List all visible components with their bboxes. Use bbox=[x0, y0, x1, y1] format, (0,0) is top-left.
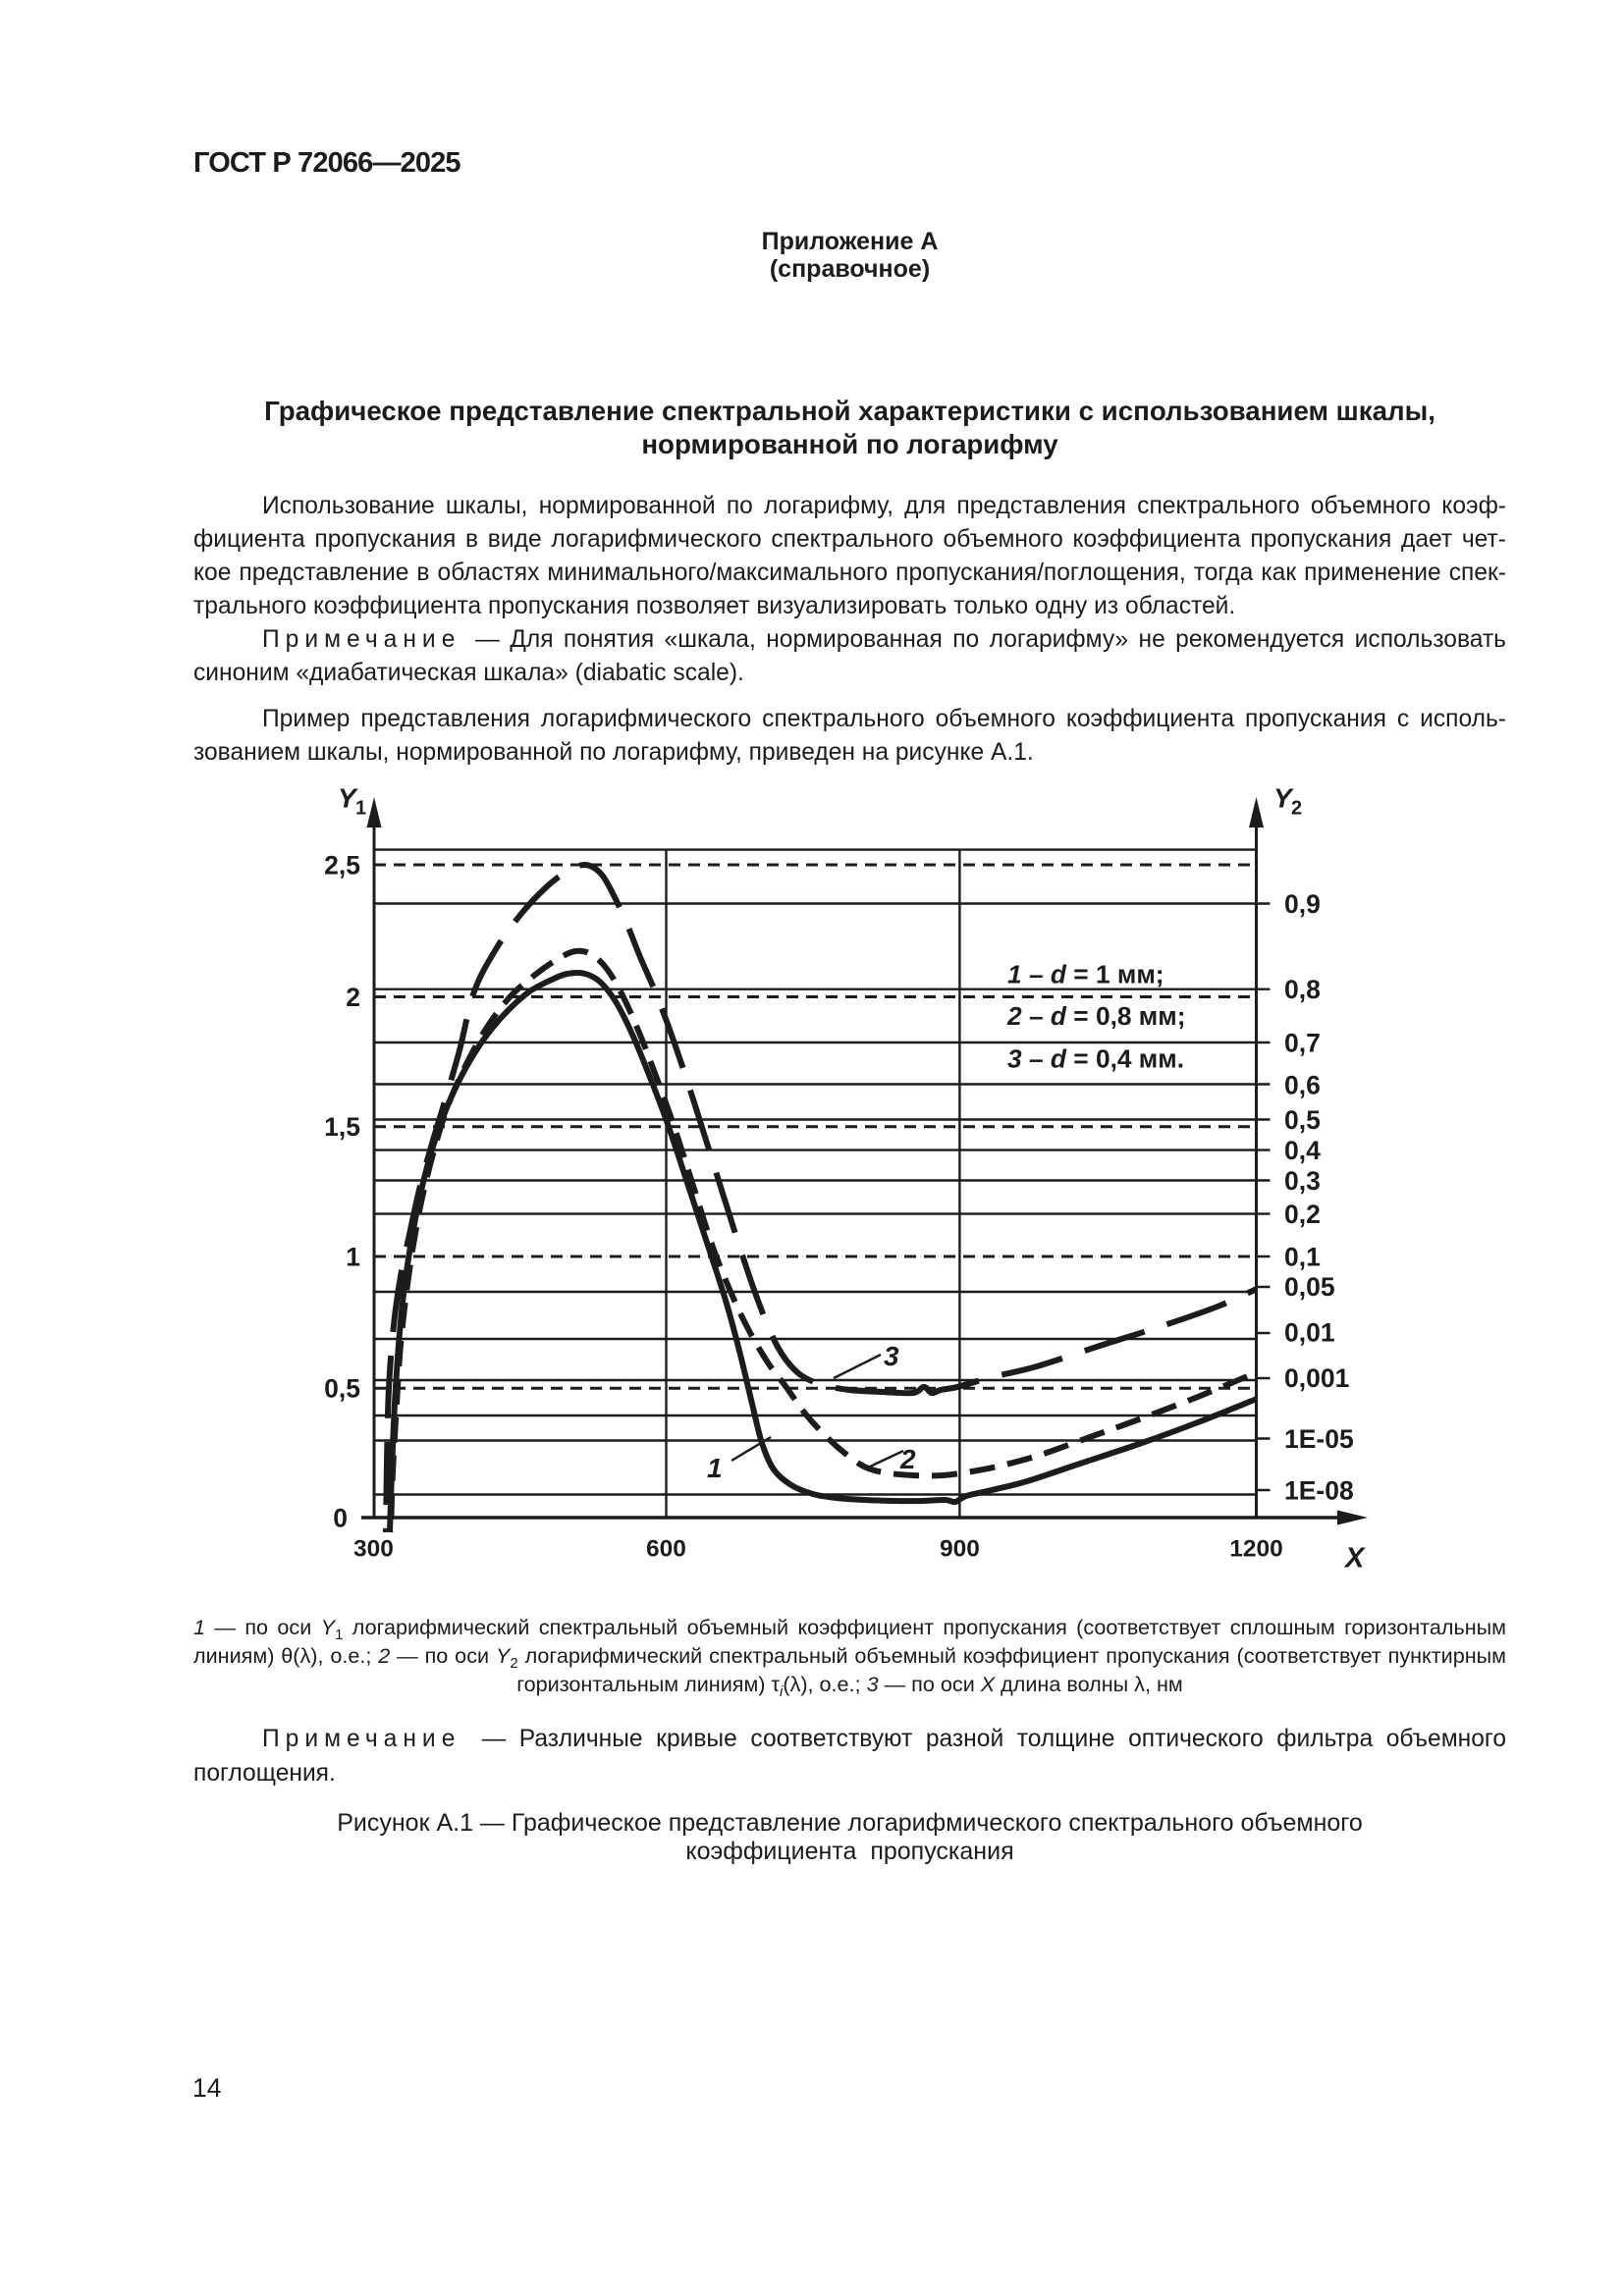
svg-text:900: 900 bbox=[940, 1535, 980, 1562]
svg-text:1E-05: 1E-05 bbox=[1284, 1424, 1354, 1454]
svg-text:0,001: 0,001 bbox=[1284, 1363, 1349, 1393]
svg-text:0: 0 bbox=[333, 1503, 348, 1532]
svg-text:2,5: 2,5 bbox=[324, 850, 360, 880]
svg-text:0,3: 0,3 bbox=[1284, 1166, 1321, 1196]
svg-text:1,5: 1,5 bbox=[324, 1112, 360, 1142]
svg-text:0,6: 0,6 bbox=[1284, 1070, 1321, 1099]
svg-text:0,01: 0,01 bbox=[1284, 1318, 1335, 1348]
svg-text:0,2: 0,2 bbox=[1284, 1200, 1321, 1229]
svg-text:Y: Y bbox=[338, 783, 358, 814]
svg-text:0,1: 0,1 bbox=[1284, 1242, 1321, 1271]
svg-text:0,5: 0,5 bbox=[1284, 1105, 1321, 1135]
svg-text:0,05: 0,05 bbox=[1284, 1272, 1335, 1302]
svg-text:0,9: 0,9 bbox=[1284, 889, 1321, 919]
svg-text:1200: 1200 bbox=[1229, 1535, 1283, 1562]
svg-text:1: 1 bbox=[707, 1453, 723, 1483]
svg-text:0,4: 0,4 bbox=[1284, 1136, 1321, 1165]
svg-text:600: 600 bbox=[646, 1535, 686, 1562]
svg-text:2 – d = 0,8 мм;: 2 – d = 0,8 мм; bbox=[1006, 1001, 1185, 1031]
svg-text:1: 1 bbox=[346, 1242, 360, 1271]
svg-text:1 – d = 1 мм;: 1 – d = 1 мм; bbox=[1007, 960, 1164, 989]
svg-text:0,7: 0,7 bbox=[1284, 1028, 1321, 1057]
svg-text:1E-08: 1E-08 bbox=[1284, 1475, 1354, 1505]
svg-text:2: 2 bbox=[1291, 798, 1302, 820]
svg-text:1: 1 bbox=[355, 798, 366, 820]
svg-text:3: 3 bbox=[884, 1341, 899, 1371]
svg-text:300: 300 bbox=[353, 1535, 394, 1562]
svg-text:2: 2 bbox=[346, 983, 360, 1012]
svg-text:Y: Y bbox=[1273, 783, 1294, 814]
svg-text:X: X bbox=[1343, 1543, 1366, 1575]
svg-text:3 – d = 0,4 мм.: 3 – d = 0,4 мм. bbox=[1007, 1044, 1184, 1074]
svg-text:0,8: 0,8 bbox=[1284, 975, 1321, 1004]
svg-text:2: 2 bbox=[899, 1444, 916, 1474]
svg-text:0,5: 0,5 bbox=[324, 1374, 360, 1404]
